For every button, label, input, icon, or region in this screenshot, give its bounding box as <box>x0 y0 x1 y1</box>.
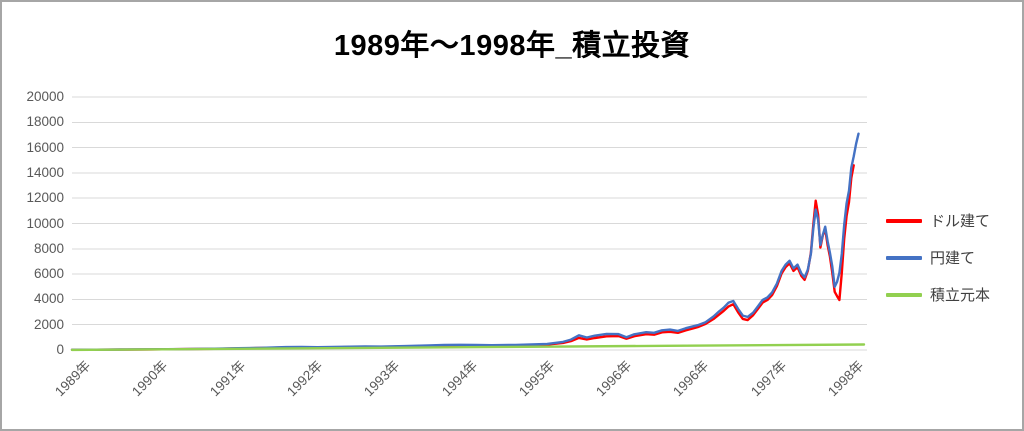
legend-label: 円建て <box>930 250 976 267</box>
chart-title: 1989年～1998年_積立投資 <box>333 30 691 62</box>
legend: ドル建て円建て積立元本 <box>886 210 1016 321</box>
legend-swatch-principal <box>886 292 922 297</box>
legend-swatch-yen <box>886 255 922 260</box>
legend-item-principal: 積立元本 <box>886 284 1016 305</box>
legend-label: ドル建て <box>930 213 991 230</box>
y-tick-label: 14000 <box>26 164 64 180</box>
y-tick-label: 4000 <box>33 291 64 307</box>
y-tick-label: 18000 <box>26 114 64 130</box>
y-tick-label: 10000 <box>26 215 64 231</box>
legend-swatch-dollar <box>886 218 922 223</box>
y-tick-label: 6000 <box>33 266 64 282</box>
y-tick-label: 20000 <box>26 89 64 104</box>
y-tick-label: 8000 <box>33 240 64 256</box>
y-tick-label: 12000 <box>26 190 64 206</box>
y-tick-label: 2000 <box>33 316 64 332</box>
series-yen-line <box>70 132 860 351</box>
y-tick-label: 16000 <box>26 139 64 155</box>
y-tick-label: 0 <box>56 342 64 357</box>
legend-label: 積立元本 <box>930 287 991 304</box>
series-dollar-line <box>70 164 855 351</box>
legend-item-yen: 円建て <box>886 247 1016 268</box>
series-principal-line <box>70 343 866 352</box>
legend-item-dollar: ドル建て <box>886 210 1016 231</box>
